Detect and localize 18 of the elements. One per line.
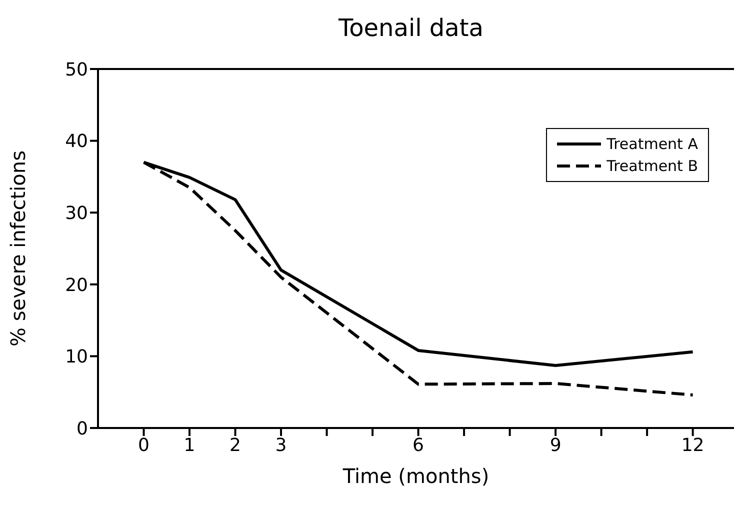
y-tick-label: 20 bbox=[65, 274, 88, 296]
x-tick-label: 6 bbox=[412, 434, 424, 456]
x-tick-label: 3 bbox=[275, 434, 287, 456]
y-tick-label: 40 bbox=[65, 131, 88, 152]
y-tick-label: 50 bbox=[65, 59, 88, 80]
x-tick-label: 9 bbox=[550, 434, 562, 456]
y-tick-label: 10 bbox=[65, 346, 88, 368]
x-axis-title: Time (months) bbox=[342, 464, 490, 488]
x-tick-label: 0 bbox=[138, 434, 150, 456]
legend-label: Treatment A bbox=[606, 135, 698, 153]
x-tick-label: 1 bbox=[184, 434, 196, 456]
y-tick-label: 30 bbox=[65, 202, 88, 224]
legend-label: Treatment B bbox=[606, 157, 698, 175]
y-axis-title: % severe infections bbox=[6, 150, 30, 346]
x-tick-label: 2 bbox=[230, 434, 241, 456]
y-tick-label: 0 bbox=[76, 418, 88, 440]
x-tick-label: 12 bbox=[681, 434, 704, 456]
chart-title: Toenail data bbox=[338, 13, 484, 44]
